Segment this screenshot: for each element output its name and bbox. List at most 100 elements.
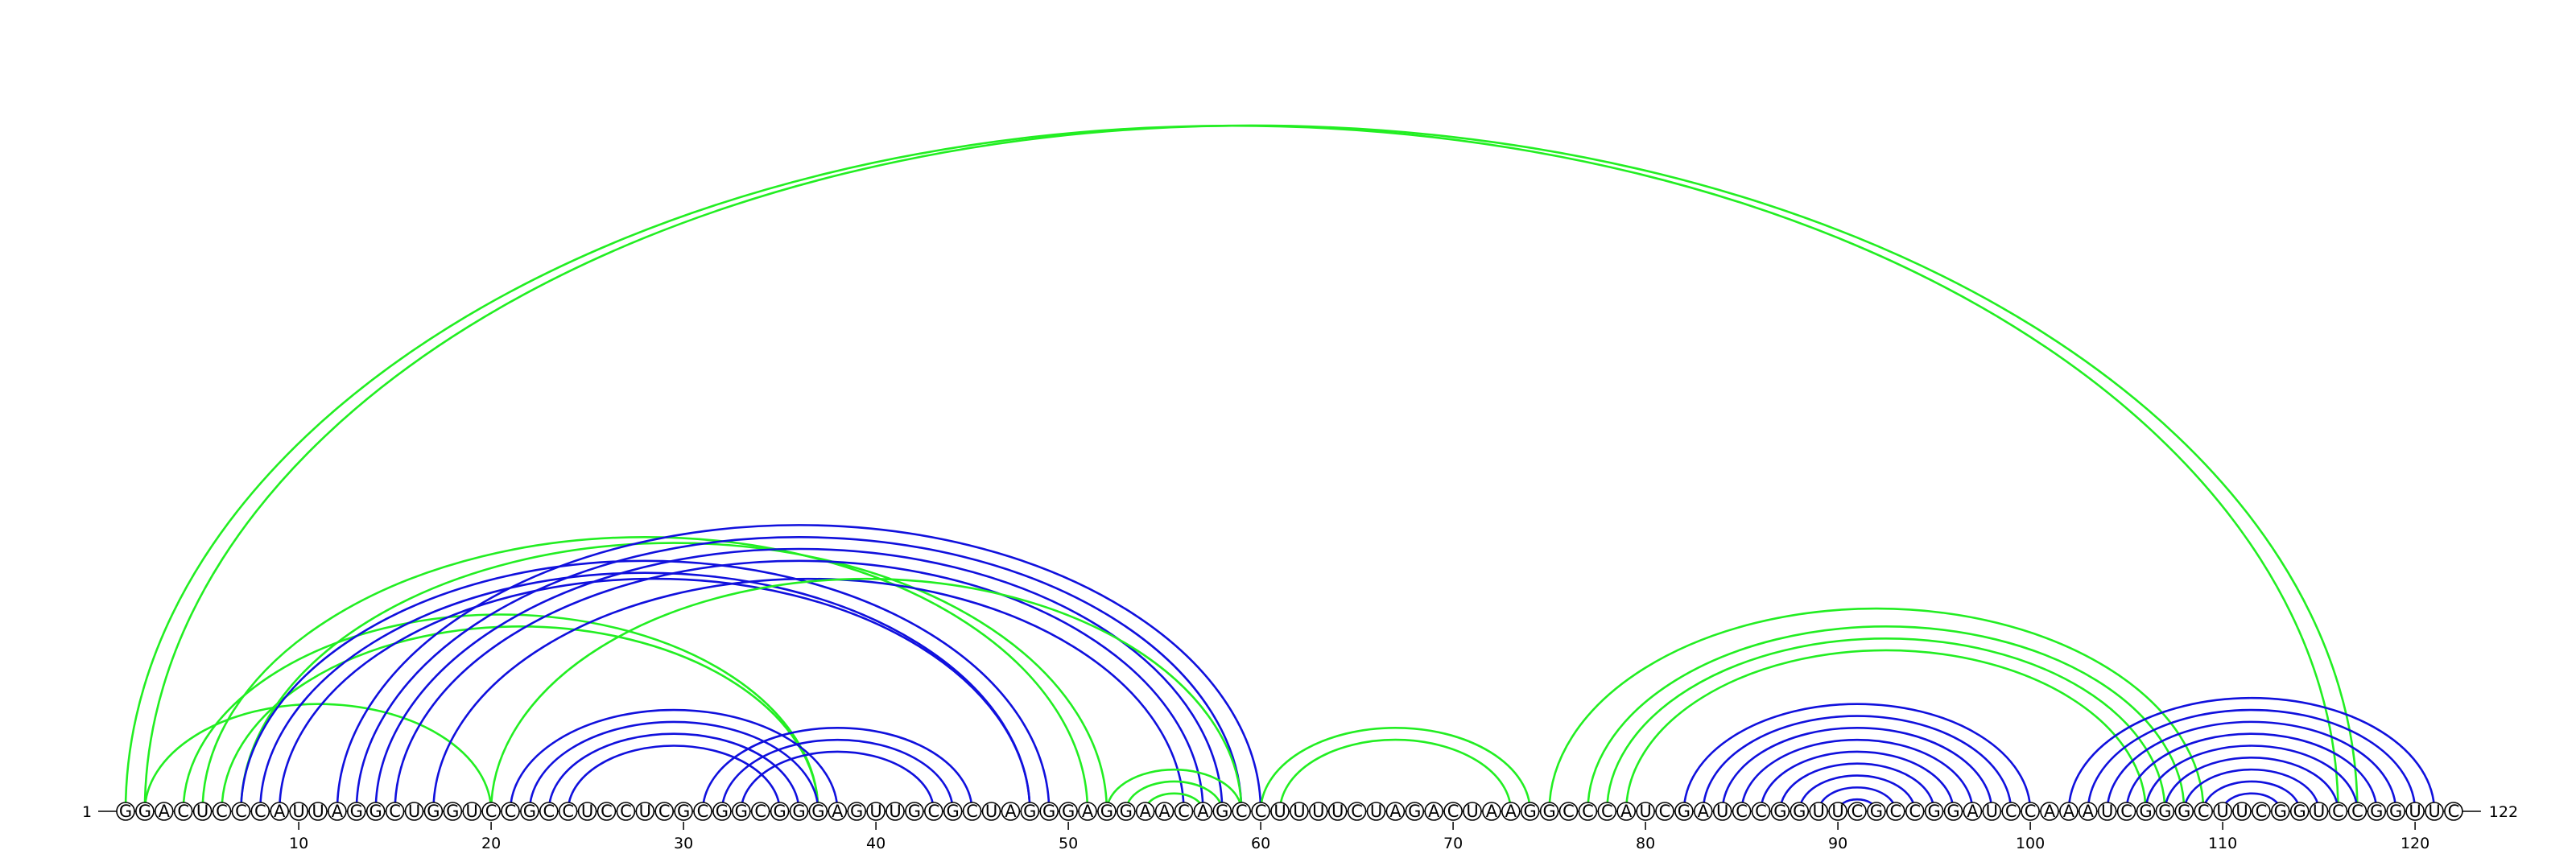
nucleotide-circle	[2328, 802, 2348, 821]
nucleotide-20: C	[481, 802, 501, 821]
nucleotide-circle	[828, 802, 848, 821]
nucleotide-circle	[1790, 802, 1810, 821]
nucleotide-letter: U	[581, 802, 593, 821]
nucleotide-letter: C	[235, 802, 247, 821]
nucleotide-letter: G	[1408, 802, 1421, 821]
nucleotide-circle	[2252, 802, 2271, 821]
nucleotide-letter: C	[1852, 802, 1864, 821]
nucleotide-letter: G	[947, 802, 960, 821]
nucleotide-circle	[1251, 802, 1270, 821]
nucleotide-circle	[1059, 802, 1078, 821]
nucleotide-letter: G	[850, 802, 863, 821]
nucleotide-circle	[462, 802, 482, 821]
nucleotide-circle	[2155, 802, 2175, 821]
pair-arc-78-107	[1606, 637, 2166, 812]
nucleotide-59: C	[1232, 802, 1251, 821]
nucleotide-22: G	[520, 802, 539, 821]
nucleotide-99: C	[2001, 802, 2021, 821]
nucleotide-41: U	[886, 802, 905, 821]
nucleotide-circle	[1154, 802, 1174, 821]
pair-arc-23-36	[547, 732, 800, 812]
nucleotide-2: G	[135, 802, 155, 821]
nucleotide-circle	[770, 802, 790, 821]
nucleotide-circle	[1963, 802, 1983, 821]
nucleotide-letter: A	[274, 802, 286, 821]
nucleotide-circle	[289, 802, 308, 821]
nucleotide-letter: A	[1082, 802, 1094, 821]
pair-arc-4-37	[182, 613, 819, 812]
nucleotide-circle	[1867, 802, 1886, 821]
nucleotide-53: G	[1117, 802, 1136, 821]
nucleotide-58: G	[1212, 802, 1232, 821]
nucleotide-letter: C	[1351, 802, 1363, 821]
nucleotide-88: G	[1790, 802, 1810, 821]
nucleotide-letter: C	[254, 802, 266, 821]
nucleotide-circle	[1655, 802, 1674, 821]
nucleotide-103: A	[2079, 802, 2098, 821]
nucleotide-66: U	[1366, 802, 1386, 821]
nucleotide-letter: G	[1542, 802, 1555, 821]
tick-label-100: 100	[2016, 835, 2045, 852]
nucleotide-letter: C	[2448, 802, 2460, 821]
nucleotide-letter: G	[138, 802, 151, 821]
end-label: 122	[2489, 803, 2518, 821]
nucleotide-letter: G	[811, 802, 824, 821]
nucleotide-95: G	[1924, 802, 1944, 821]
nucleotide-circle	[1020, 802, 1040, 821]
nucleotide-40: U	[866, 802, 886, 821]
nucleotide-letter: G	[1927, 802, 1940, 821]
nucleotide-circle	[501, 802, 520, 821]
nucleotide-circle	[1424, 802, 1443, 821]
nucleotide-circle	[539, 802, 559, 821]
pair-arc-106-117	[2145, 745, 2359, 812]
nucleotide-letter: G	[119, 802, 132, 821]
nucleotide-circle	[1578, 802, 1598, 821]
nucleotide-letter: C	[697, 802, 709, 821]
nucleotide-letter: C	[1889, 802, 1901, 821]
tick-label-20: 20	[481, 835, 501, 852]
nucleotide-4: C	[173, 802, 193, 821]
nucleotide-64: U	[1327, 802, 1348, 821]
nucleotide-letter: U	[466, 802, 478, 821]
nucleotide-letter: G	[1120, 802, 1133, 821]
nucleotide-circle	[1097, 802, 1117, 821]
nucleotide-circle	[2405, 802, 2425, 821]
nucleotide-letter: G	[1042, 802, 1055, 821]
nucleotide-50: G	[1059, 802, 1078, 821]
nucleotide-circle	[808, 802, 828, 821]
nucleotide-circle	[2347, 802, 2368, 821]
nucleotide-letter: G	[773, 802, 786, 821]
nucleotide-30: G	[674, 802, 693, 821]
nucleotide-9: A	[270, 802, 290, 821]
nucleotide-circle	[1290, 802, 1309, 821]
nucleotide-letter: U	[2101, 802, 2113, 821]
nucleotide-circle	[1732, 802, 1752, 821]
pair-arc-82-100	[1682, 703, 2032, 812]
nucleotide-letter: G	[427, 802, 440, 821]
pair-arc-9-48	[278, 577, 1031, 812]
pair-arc-31-45	[701, 727, 973, 812]
nucleotide-23: C	[539, 802, 559, 821]
nucleotide-circle	[404, 802, 424, 821]
nucleotide-circle	[2444, 802, 2463, 821]
nucleotide-circle	[1212, 802, 1232, 821]
nucleotide-circle	[2116, 802, 2136, 821]
nucleotide-circle	[2213, 802, 2232, 821]
nucleotide-circle	[250, 802, 270, 821]
nucleotide-circle	[2040, 802, 2059, 821]
nucleotide-83: A	[1694, 802, 1713, 821]
nucleotide-74: G	[1520, 802, 1540, 821]
nucleotide-115: U	[2309, 802, 2329, 821]
nucleotide-letter: A	[1140, 802, 1152, 821]
nucleotide-35: G	[770, 802, 790, 821]
nucleotide-73: A	[1501, 802, 1521, 821]
nucleotide-54: A	[1135, 802, 1155, 821]
tick-label-90: 90	[1828, 835, 1847, 852]
nucleotide-circle	[2271, 802, 2290, 821]
nucleotide-circle	[1943, 802, 1963, 821]
nucleotide-circle	[789, 802, 809, 821]
nucleotide-letter: G	[523, 802, 536, 821]
pair-arc-1-116	[124, 124, 2339, 812]
nucleotide-111: U	[2232, 802, 2252, 821]
nucleotide-76: C	[1558, 802, 1579, 821]
